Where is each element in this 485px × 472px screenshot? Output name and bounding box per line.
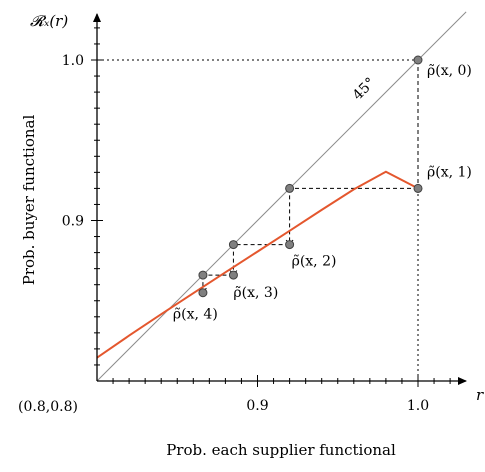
iteration-point <box>285 240 295 250</box>
points-layer: ρ̃(x, 0) ρ̃(x, 1) ρ̃(x, 2) ρ̃(x, 3) ρ̃(x, 4) <box>173 55 472 323</box>
iteration-label: ρ̃(x, 2) <box>292 254 337 270</box>
y-axis-title: Prob. buyer functional <box>20 115 38 286</box>
diagonal-line <box>96 11 467 382</box>
x-tick-label: 0.9 <box>246 398 268 414</box>
iteration-point <box>413 183 423 193</box>
x-axis-title: Prob. each supplier functional <box>166 441 396 459</box>
guide-layer <box>96 11 467 382</box>
curve-layer <box>97 170 419 359</box>
iteration-curve <box>97 170 419 359</box>
x-axis-symbol: r <box>476 386 484 404</box>
iteration-label: ρ̃(x, 0) <box>427 63 472 79</box>
iteration-label: ρ̃(x, 1) <box>427 164 472 180</box>
y-axis-symbol: 𝓡ₓ(r) <box>30 12 68 30</box>
iteration-point <box>413 55 423 65</box>
y-tick-label: 1.0 <box>62 53 84 69</box>
iteration-label: ρ̃(x, 3) <box>233 285 278 301</box>
origin-label: (0.8,0.8) <box>18 399 78 415</box>
iteration-label: ρ̃(x, 4) <box>173 307 218 323</box>
axes-layer: 0.9 1.0 0.9 1.0 <box>62 13 467 414</box>
diagonal-point <box>198 270 208 280</box>
iteration-point <box>228 270 238 280</box>
iteration-point <box>198 288 208 298</box>
diagonal-label: 45° <box>350 75 379 104</box>
diagonal-point <box>228 240 238 250</box>
x-tick-label: 1.0 <box>407 398 429 414</box>
diagonal-point <box>285 183 295 193</box>
y-tick-label: 0.9 <box>62 214 84 230</box>
